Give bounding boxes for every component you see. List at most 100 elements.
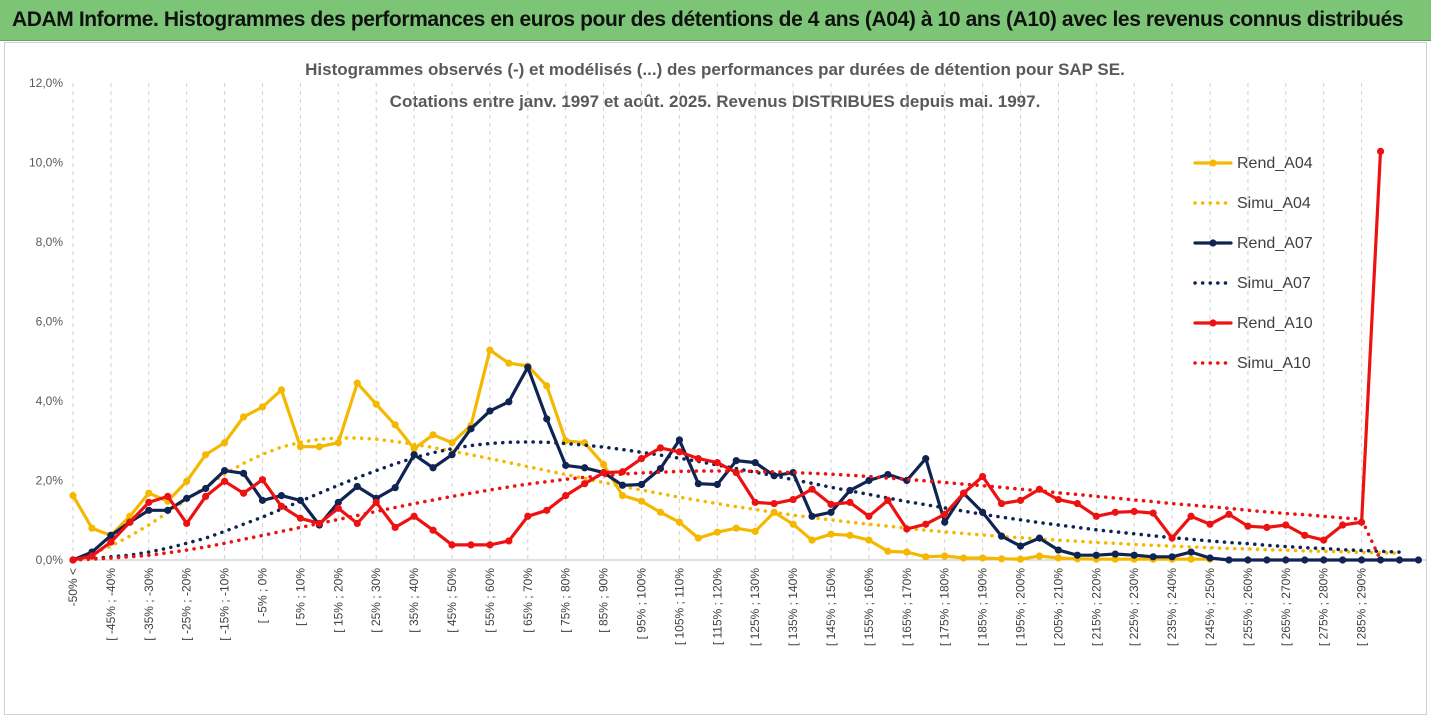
x-tick-label: [ 85% ; 90% (597, 568, 611, 633)
data-point-Rend_A07 (694, 480, 702, 488)
legend-label-Rend_A07: Rend_A07 (1237, 235, 1313, 252)
data-point-Rend_A07 (562, 461, 570, 469)
data-point-Rend_A10 (1301, 531, 1309, 539)
x-tick-label: [ 205% ; 210% (1051, 568, 1065, 646)
data-point-Rend_A07 (713, 480, 721, 489)
data-point-Rend_A04 (1035, 552, 1044, 560)
data-point-Rend_A04 (296, 443, 304, 451)
data-point-Rend_A04 (486, 346, 494, 354)
data-point-Rend_A04 (656, 508, 665, 516)
data-point-Rend_A04 (979, 554, 987, 562)
y-tick-label: 4,0% (36, 394, 64, 408)
data-point-Rend_A07 (1339, 556, 1347, 564)
data-point-Rend_A07 (997, 532, 1006, 540)
legend-label-Rend_A04: Rend_A04 (1237, 155, 1313, 172)
data-point-Rend_A10 (145, 498, 153, 506)
data-point-Rend_A07 (656, 464, 665, 473)
data-point-Rend_A10 (448, 541, 456, 549)
data-point-Rend_A04 (183, 477, 191, 485)
data-point-Rend_A10 (770, 499, 778, 508)
data-point-Rend_A07 (145, 506, 153, 514)
data-point-Rend_A10 (1187, 512, 1195, 520)
data-point-Rend_A10 (1225, 510, 1233, 518)
data-point-Rend_A10 (827, 500, 835, 508)
data-point-Rend_A07 (1282, 556, 1290, 564)
data-point-Rend_A10 (1016, 496, 1025, 504)
data-point-Rend_A04 (865, 536, 873, 544)
data-point-Rend_A04 (960, 554, 968, 562)
data-point-Rend_A04 (315, 443, 323, 451)
data-point-Rend_A07 (1130, 551, 1138, 559)
data-point-Rend_A10 (637, 455, 646, 463)
x-tick-label: -50% < (66, 568, 80, 606)
data-point-Rend_A10 (164, 492, 172, 500)
data-point-Rend_A07 (732, 457, 740, 465)
x-tick-label: [ 145% ; 150% (824, 568, 838, 646)
legend-marker-Rend_A04 (1209, 159, 1217, 167)
data-point-Rend_A07 (1073, 551, 1081, 559)
data-point-Rend_A04 (1054, 554, 1062, 562)
y-tick-label: 12,0% (29, 76, 63, 90)
data-point-Rend_A04 (808, 536, 816, 544)
x-tick-label: [ 95% ; 100% (635, 568, 649, 640)
data-point-Rend_A04 (637, 497, 646, 505)
report-banner: ADAM Informe. Histogrammes des performan… (0, 0, 1431, 41)
data-point-Rend_A10 (846, 498, 854, 506)
legend-label-Rend_A10: Rend_A10 (1237, 315, 1313, 332)
data-point-Rend_A07 (1149, 553, 1157, 561)
data-point-Rend_A04 (1111, 555, 1119, 563)
x-tick-label: [ 255% ; 260% (1241, 568, 1255, 646)
data-point-Rend_A07 (543, 415, 551, 423)
data-point-Rend_A10 (372, 498, 380, 506)
data-point-Rend_A07 (183, 494, 191, 502)
data-point-Rend_A10 (183, 519, 191, 528)
data-point-Rend_A04 (732, 524, 740, 532)
data-point-Rend_A07 (1092, 551, 1100, 559)
data-point-Rend_A04 (600, 461, 608, 469)
data-point-Rend_A07 (637, 480, 646, 489)
data-point-Rend_A07 (1225, 556, 1233, 564)
x-tick-label: [ 105% ; 110% (672, 568, 686, 645)
data-point-Rend_A07 (334, 498, 342, 506)
legend-marker-Rend_A10 (1209, 319, 1217, 327)
chart-subtitle: Cotations entre janv. 1997 et août. 2025… (390, 92, 1041, 111)
legend-label-Simu_A10: Simu_A10 (1237, 355, 1311, 372)
x-tick-label: [ -15% ; -10% (218, 568, 232, 641)
x-tick-label: [ 195% ; 200% (1014, 568, 1028, 646)
legend-marker-Rend_A07 (1209, 239, 1217, 247)
x-tick-label: [ 235% ; 240% (1165, 568, 1179, 646)
data-point-Rend_A04 (789, 520, 797, 528)
data-point-Rend_A10 (1282, 521, 1290, 529)
y-tick-label: 0,0% (36, 553, 64, 567)
data-point-Rend_A10 (1111, 508, 1119, 516)
data-point-Rend_A04 (277, 386, 286, 394)
data-point-Rend_A07 (164, 506, 172, 514)
data-point-Rend_A04 (922, 553, 930, 561)
data-point-Rend_A04 (145, 489, 153, 497)
data-point-Rend_A07 (467, 425, 475, 433)
data-point-Rend_A10 (543, 506, 551, 514)
x-tick-label: [ 35% ; 40% (407, 568, 421, 633)
data-point-Rend_A04 (1187, 555, 1195, 563)
data-point-Rend_A04 (372, 400, 380, 408)
data-point-Rend_A04 (391, 421, 399, 429)
data-point-Rend_A10 (694, 455, 702, 463)
data-point-Rend_A10 (997, 499, 1006, 508)
data-point-Rend_A04 (448, 439, 456, 447)
chart-title: Histogrammes observés (-) et modélisés (… (305, 60, 1125, 79)
series-line-Simu_A10 (71, 469, 1383, 562)
x-tick-label: [ -5% ; 0% (256, 568, 270, 624)
data-point-Rend_A10 (1206, 520, 1214, 528)
x-tick-label: [ 155% ; 160% (862, 568, 876, 646)
data-point-Rend_A10 (1320, 536, 1328, 544)
data-point-Rend_A10 (1376, 147, 1385, 155)
y-tick-label: 10,0% (29, 156, 63, 170)
data-point-Rend_A10 (903, 525, 911, 533)
data-point-Rend_A07 (448, 451, 456, 459)
data-point-Rend_A04 (694, 534, 702, 542)
data-point-Rend_A07 (410, 451, 418, 459)
data-point-Rend_A07 (505, 398, 513, 406)
y-tick-label: 8,0% (36, 235, 64, 249)
data-point-Rend_A10 (581, 480, 589, 488)
data-point-Rend_A07 (1414, 556, 1423, 564)
